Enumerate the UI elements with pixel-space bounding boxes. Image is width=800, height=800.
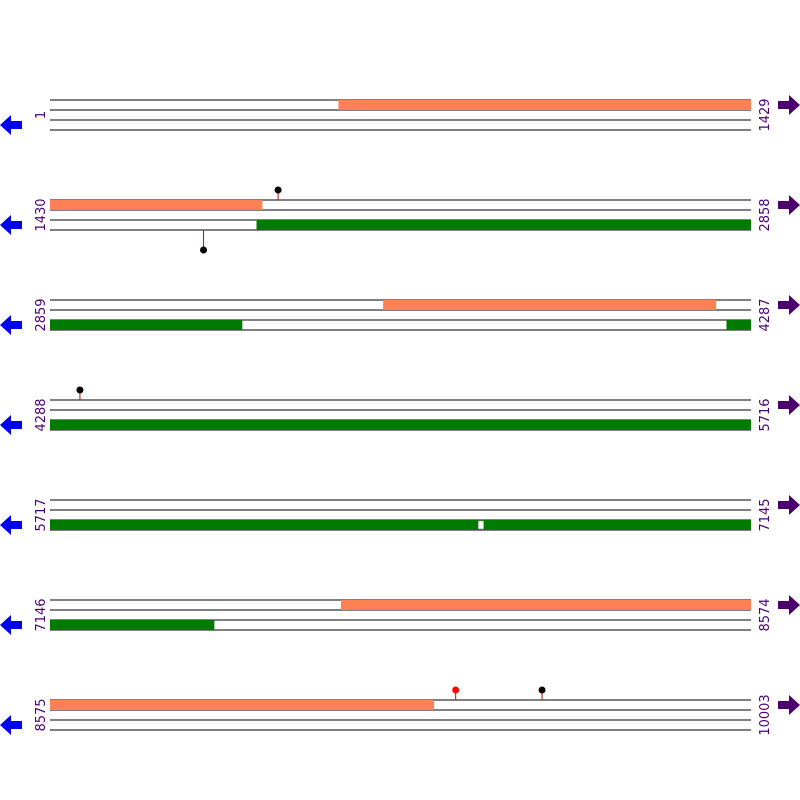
row-end-coordinate: 4287 — [758, 298, 773, 331]
sequence-row-1: 1 1429 — [0, 95, 800, 135]
reverse-feature-bar[interactable] — [50, 320, 243, 330]
row-end-coordinate: 5716 — [758, 398, 773, 431]
forward-feature-bar[interactable] — [50, 700, 435, 710]
row-end-coordinate: 1429 — [758, 98, 773, 131]
right-arrow-icon[interactable] — [778, 95, 800, 115]
marker-dot — [76, 386, 84, 394]
sequence-row-6: 7146 8574 — [0, 595, 800, 635]
sequence-row-2: 1430 2858 — [0, 186, 800, 254]
lollipop-marker-icon[interactable] — [76, 386, 84, 401]
marker-dot — [274, 186, 282, 194]
row-start-coordinate: 7146 — [34, 598, 49, 631]
left-arrow-icon[interactable] — [0, 315, 22, 335]
right-arrow-icon[interactable] — [778, 395, 800, 415]
left-arrow-icon[interactable] — [0, 415, 22, 435]
sequence-row-5: 5717 7145 — [0, 495, 800, 535]
reverse-feature-bar[interactable] — [256, 220, 751, 230]
lollipop-marker-icon[interactable] — [274, 186, 282, 201]
left-arrow-icon[interactable] — [0, 615, 22, 635]
forward-feature-bar[interactable] — [50, 200, 263, 210]
row-end-coordinate: 10003 — [758, 694, 773, 735]
right-arrow-icon[interactable] — [778, 695, 800, 715]
row-start-coordinate: 2859 — [34, 298, 49, 331]
lollipop-marker-icon[interactable] — [538, 686, 546, 701]
sequence-row-3: 2859 4287 — [0, 295, 800, 335]
row-start-coordinate: 1 — [34, 111, 49, 119]
reverse-feature-bar[interactable] — [50, 420, 751, 430]
marker-dot — [538, 686, 546, 694]
marker-dot — [452, 686, 460, 694]
row-start-coordinate: 5717 — [34, 498, 49, 531]
right-arrow-icon[interactable] — [778, 195, 800, 215]
sequence-row-7: 8575 10003 — [0, 686, 800, 736]
row-start-coordinate: 8575 — [34, 698, 49, 731]
right-arrow-icon[interactable] — [778, 595, 800, 615]
right-arrow-icon[interactable] — [778, 495, 800, 515]
marker-dot — [200, 246, 208, 254]
row-end-coordinate: 2858 — [758, 198, 773, 231]
forward-feature-bar[interactable] — [340, 600, 751, 610]
reverse-feature-bar[interactable] — [50, 520, 751, 530]
forward-feature-bar[interactable] — [383, 300, 717, 310]
row-end-coordinate: 7145 — [758, 498, 773, 531]
left-arrow-icon[interactable] — [0, 215, 22, 235]
right-arrow-icon[interactable] — [778, 295, 800, 315]
reverse-feature-bar[interactable] — [726, 320, 751, 330]
left-arrow-icon[interactable] — [0, 515, 22, 535]
feature-gap — [477, 520, 484, 530]
row-start-coordinate: 4288 — [34, 398, 49, 431]
left-arrow-icon[interactable] — [0, 115, 22, 135]
sequence-row-4: 4288 5716 — [0, 386, 800, 435]
forward-feature-bar[interactable] — [338, 100, 751, 110]
row-end-coordinate: 8574 — [758, 598, 773, 631]
left-arrow-icon[interactable] — [0, 715, 22, 735]
lollipop-marker-icon[interactable] — [452, 686, 460, 701]
row-start-coordinate: 1430 — [34, 198, 49, 231]
reverse-feature-bar[interactable] — [50, 620, 215, 630]
lollipop-marker-icon[interactable] — [200, 230, 208, 254]
